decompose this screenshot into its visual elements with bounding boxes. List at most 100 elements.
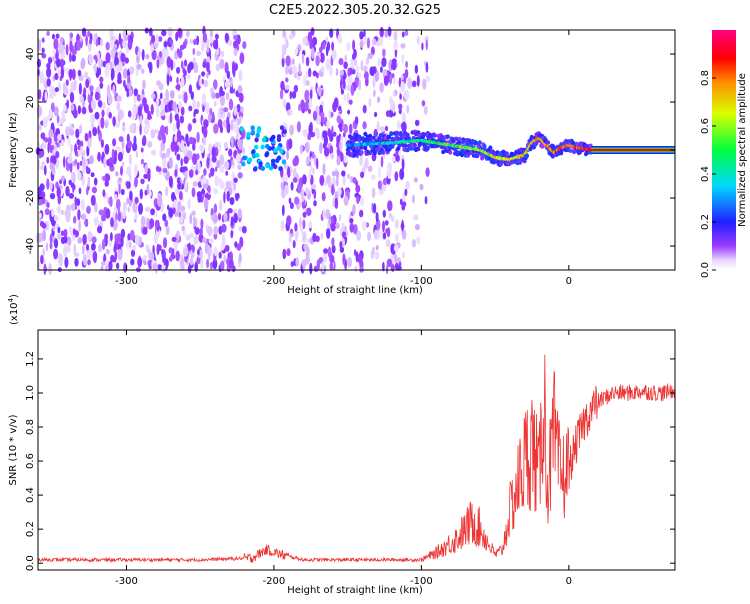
spectrogram-cell <box>69 40 73 53</box>
spectrogram-cell <box>183 145 188 154</box>
spectrogram-cell <box>110 254 115 263</box>
spectrogram-cell <box>174 135 178 143</box>
spectrogram-cell <box>235 153 241 163</box>
spectrogram-cell <box>46 78 51 87</box>
spectrogram-cell <box>285 55 291 67</box>
spectrogram-cell <box>122 125 126 132</box>
spectrogram-cell <box>312 70 317 77</box>
spectrogram-cell <box>136 63 142 70</box>
spectrogram-cell <box>74 159 78 165</box>
spectrogram-cell <box>382 261 385 272</box>
spectrogram-cell <box>281 159 287 165</box>
spectrogram-cell <box>401 158 405 171</box>
spectrogram-cell <box>363 131 368 137</box>
spectrogram-cell <box>352 39 356 51</box>
spectrogram-cell <box>139 115 143 126</box>
colorbar-tick-label: 0.4 <box>700 166 711 182</box>
spectrogram-cell <box>288 197 292 204</box>
spectrogram-cell <box>206 61 210 73</box>
spectrogram-cell <box>350 57 354 69</box>
spectrogram-cell <box>302 174 307 185</box>
spectrogram-cell <box>185 30 190 38</box>
spectrogram-cell <box>130 258 135 266</box>
spectrogram-cell <box>224 32 229 43</box>
spectrogram-cell <box>414 119 420 127</box>
spectrogram-cell <box>300 99 305 110</box>
spectrogram-cell <box>52 55 55 62</box>
spectrogram-cell <box>46 62 51 69</box>
spectrogram-cell <box>114 44 118 49</box>
spectrogram-cell <box>306 238 311 244</box>
spectrogram-cell <box>145 53 150 60</box>
spectrogram-cell <box>78 82 82 95</box>
spectrogram-cell <box>69 32 74 39</box>
spectrogram-cell <box>80 145 83 154</box>
spectrogram-cell <box>168 101 172 112</box>
spectrogram-cell <box>308 67 312 78</box>
spectrogram-cell <box>181 60 184 69</box>
spectrogram-cell <box>331 125 334 135</box>
spectrogram-cell <box>200 144 205 154</box>
spectrogram-cell <box>56 58 61 68</box>
spectrogram-cell <box>168 247 173 254</box>
spectrogram-cell <box>100 139 104 148</box>
spectrogram-cell <box>62 156 66 168</box>
spectrogram-cell <box>193 38 198 46</box>
spectrogram-cell <box>39 221 45 227</box>
spectrogram-cell <box>210 167 215 174</box>
spectrogram-cell <box>289 202 294 210</box>
spectrogram-cell <box>162 48 167 59</box>
spectrogram-cell <box>65 185 70 197</box>
spectrogram-cell <box>358 79 361 91</box>
spectrogram-cell <box>180 158 183 167</box>
spectrogram-cell <box>347 109 351 115</box>
y-tick-label: 0.4 <box>25 487 36 503</box>
spectrogram-cell <box>316 158 319 170</box>
spectrogram-cell <box>340 135 344 143</box>
spectrogram-cell <box>312 110 318 121</box>
spectrogram-cell <box>238 92 244 103</box>
spectrogram-cell <box>301 231 307 243</box>
spectrogram-cell <box>100 116 105 129</box>
spectrogram-cell <box>302 264 306 271</box>
spectrogram-cell <box>380 156 384 168</box>
spectrogram-cell <box>120 235 124 248</box>
spectrogram-cell <box>196 191 202 199</box>
spectrogram-cell <box>192 48 196 56</box>
spectrogram-cell <box>359 31 364 40</box>
spectrogram-cell <box>106 84 111 97</box>
spectrogram-cell <box>65 44 69 56</box>
spectrogram-cell <box>78 220 81 232</box>
spectrogram-cell <box>174 169 178 178</box>
spectrogram-cell <box>197 249 200 256</box>
spectrogram-cell <box>126 90 130 98</box>
spectrogram-cell <box>76 198 81 207</box>
spectrogram-cell <box>379 126 385 133</box>
spectrogram-cell <box>141 49 145 61</box>
spectrogram-cell <box>191 187 196 198</box>
spectrogram-cell <box>177 200 182 210</box>
spectrogram-cell <box>166 74 170 86</box>
spectrogram-cell <box>292 167 297 179</box>
spectrogram-cell <box>375 245 379 251</box>
spectrogram-cell <box>239 115 243 122</box>
spectrogram-cell <box>338 58 344 66</box>
spectrogram-cell <box>207 225 213 237</box>
x-tick-label: -200 <box>263 276 286 287</box>
spectrogram-cell <box>341 170 346 177</box>
spectrogram-cell <box>313 200 317 207</box>
spectrogram-cell <box>137 105 142 117</box>
spectrogram-cell <box>106 174 111 182</box>
spectrogram-cell <box>281 56 285 68</box>
spectrogram-cell <box>236 130 239 140</box>
spectrogram-cell <box>71 68 76 81</box>
snr-y-axis-label: SNR (10 * v/v) <box>8 414 19 485</box>
spectrogram-cell <box>306 207 312 216</box>
spectrogram-cell <box>134 234 140 246</box>
spectrogram-cell <box>148 248 151 260</box>
spectrogram-cell <box>189 213 193 225</box>
spectrogram-cell <box>88 53 93 65</box>
spectrogram-cell <box>80 198 85 211</box>
spectrogram-cell <box>126 140 133 149</box>
spectrogram-cell <box>286 248 291 257</box>
